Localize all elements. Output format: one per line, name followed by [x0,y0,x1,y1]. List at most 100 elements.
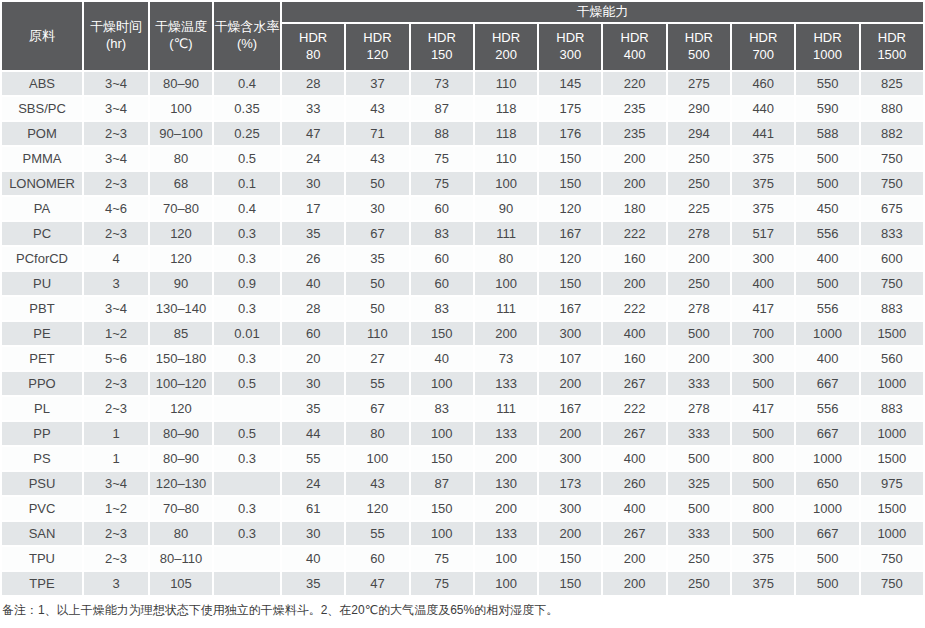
time-cell: 2~3 [84,372,148,395]
capacity-cell: 1000 [796,322,858,345]
capacity-cell: 55 [346,372,408,395]
capacity-cell: 250 [668,547,730,570]
temp-cell: 90 [150,272,212,295]
capacity-cell: 120 [346,497,408,520]
capacity-cell: 35 [282,222,344,245]
capacity-cell: 26 [282,247,344,270]
capacity-cell: 500 [732,472,794,495]
material-cell: PE [2,322,82,345]
capacity-cell: 333 [668,422,730,445]
drying-temp-column-header: 干燥温度 (℃) [150,2,212,70]
capacity-cell: 40 [282,547,344,570]
capacity-cell: 222 [603,222,665,245]
capacity-cell: 500 [796,547,858,570]
capacity-cell: 60 [411,197,473,220]
capacity-cell: 80 [346,422,408,445]
capacity-cell: 500 [796,272,858,295]
capacity-cell: 500 [796,572,858,595]
capacity-cell: 167 [539,297,601,320]
capacity-cell: 260 [603,472,665,495]
table-row: PPO2~3100–1200.5305510013320026733350066… [2,372,923,395]
material-cell: ABS [2,72,82,95]
capacity-cell: 73 [411,72,473,95]
capacity-cell: 560 [861,347,923,370]
hdr-model-header: HDR 500 [668,24,730,70]
capacity-cell: 235 [603,97,665,120]
capacity-cell: 200 [603,147,665,170]
capacity-cell: 200 [668,347,730,370]
time-cell: 3 [84,572,148,595]
capacity-cell: 667 [796,522,858,545]
moisture-cell: 0.4 [214,72,280,95]
capacity-cell: 200 [539,522,601,545]
table-row: PU3900.9405060100150200250400500750 [2,272,923,295]
capacity-cell: 500 [732,422,794,445]
time-cell: 2~3 [84,172,148,195]
capacity-cell: 83 [411,222,473,245]
table-row: PP180–900.544801001332002673335006671000 [2,422,923,445]
material-cell: TPU [2,547,82,570]
capacity-cell: 500 [796,172,858,195]
capacity-cell: 145 [539,72,601,95]
table-row: TPU2~380–110406075100150200250375500750 [2,547,923,570]
capacity-cell: 550 [796,72,858,95]
capacity-cell: 130 [475,472,537,495]
capacity-cell: 588 [796,122,858,145]
capacity-cell: 1000 [861,522,923,545]
capacity-cell: 375 [732,147,794,170]
capacity-cell: 35 [346,247,408,270]
capacity-cell: 35 [282,572,344,595]
material-cell: PS [2,447,82,470]
time-cell: 2~3 [84,222,148,245]
temp-cell: 80–110 [150,547,212,570]
material-cell: LONOMER [2,172,82,195]
capacity-cell: 375 [732,547,794,570]
table-row: PVC1~270–800.361120150200300400500800100… [2,497,923,520]
moisture-cell: 0.1 [214,172,280,195]
capacity-cell: 556 [796,222,858,245]
material-cell: POM [2,122,82,145]
capacity-cell: 71 [346,122,408,145]
capacity-cell: 50 [346,172,408,195]
capacity-cell: 275 [668,72,730,95]
capacity-cell: 73 [475,347,537,370]
hdr-model-header: HDR 120 [346,24,408,70]
capacity-cell: 278 [668,222,730,245]
capacity-cell: 88 [411,122,473,145]
capacity-cell: 300 [539,497,601,520]
capacity-cell: 50 [346,297,408,320]
capacity-cell: 400 [796,247,858,270]
capacity-cell: 87 [411,97,473,120]
temp-cell: 130–140 [150,297,212,320]
temp-cell: 120 [150,247,212,270]
capacity-cell: 500 [732,372,794,395]
capacity-cell: 118 [475,122,537,145]
capacity-cell: 30 [346,197,408,220]
material-cell: PMMA [2,147,82,170]
capacity-cell: 50 [346,272,408,295]
capacity-cell: 267 [603,372,665,395]
table-row: PSU3~4120–130244387130173260325500650975 [2,472,923,495]
time-cell: 1~2 [84,322,148,345]
capacity-cell: 100 [411,372,473,395]
hdr-model-header: HDR 150 [411,24,473,70]
capacity-cell: 110 [475,72,537,95]
capacity-cell: 100 [411,422,473,445]
capacity-cell: 500 [732,522,794,545]
capacity-cell: 880 [861,97,923,120]
capacity-cell: 667 [796,372,858,395]
capacity-cell: 883 [861,297,923,320]
capacity-cell: 500 [668,322,730,345]
capacity-cell: 440 [732,97,794,120]
moisture-cell: 0.9 [214,272,280,295]
capacity-cell: 133 [475,422,537,445]
capacity-cell: 150 [539,147,601,170]
table-row: PET5~6150–1800.3202740731071602003004005… [2,347,923,370]
capacity-cell: 300 [539,322,601,345]
capacity-cell: 200 [603,172,665,195]
capacity-cell: 278 [668,397,730,420]
capacity-cell: 675 [861,197,923,220]
footnote: 备注：1、以上干燥能力为理想状态下使用独立的干燥料斗。2、在20℃的大气温度及6… [2,602,925,619]
temp-cell: 80 [150,147,212,170]
hdr-model-header: HDR 80 [282,24,344,70]
